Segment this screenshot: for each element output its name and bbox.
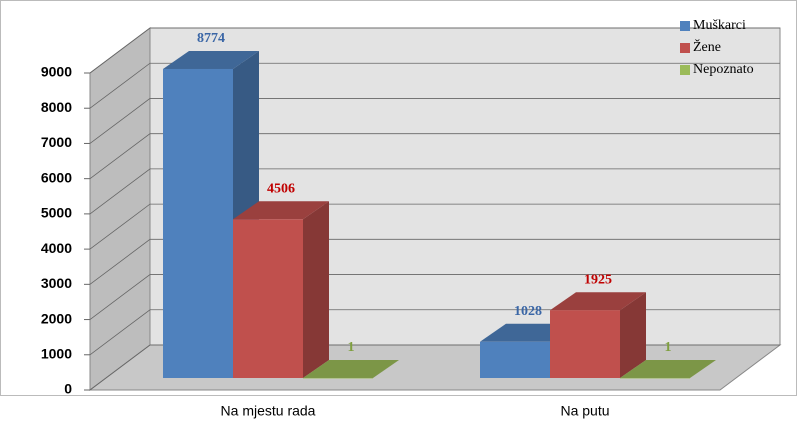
y-tick-label: 3000 (41, 275, 72, 291)
legend-swatch (680, 65, 690, 75)
y-tick-label: 1000 (41, 345, 72, 361)
bar-front (620, 377, 690, 379)
data-label: 4506 (267, 182, 295, 197)
data-label: 1 (348, 340, 355, 355)
x-tick-label: Na mjestu rada (221, 403, 316, 419)
bar-top (550, 292, 646, 311)
y-tick-label: 6000 (41, 169, 72, 185)
grid-line (89, 133, 780, 179)
bar-front (550, 310, 620, 378)
y-tick-label: 8000 (41, 99, 72, 115)
y-tick-label: 7000 (41, 134, 72, 150)
bar-front (303, 377, 373, 379)
legend-label: Nepoznato (693, 62, 754, 77)
data-label: 8774 (197, 31, 225, 46)
y-tick-label: 4000 (41, 240, 72, 256)
bar-top (233, 201, 329, 220)
bar-side (303, 201, 329, 378)
bar (303, 359, 399, 379)
bar-front (480, 341, 550, 378)
y-tick-label: 0 (64, 381, 72, 397)
bar-side (620, 292, 646, 378)
grid-line (89, 98, 780, 144)
y-tick-label: 2000 (41, 310, 72, 326)
bar (233, 201, 329, 378)
grid-line (89, 274, 780, 320)
bar-top (620, 359, 716, 378)
grid-line (89, 168, 780, 215)
grid-line (89, 27, 780, 74)
legend-label: Žene (693, 38, 721, 55)
bar-side (373, 359, 399, 378)
grid-line (89, 62, 780, 109)
data-label: 1028 (514, 304, 542, 319)
bar-top (303, 359, 399, 378)
y-tick-label: 9000 (41, 64, 72, 80)
legend-swatch (680, 21, 690, 31)
bar-front (233, 219, 303, 378)
bar (550, 292, 646, 378)
side-wall (89, 27, 151, 391)
bar (620, 359, 716, 379)
y-tick-label: 5000 (41, 205, 72, 221)
grid-line (89, 203, 780, 250)
bar-front (163, 68, 233, 379)
grid-line (89, 238, 780, 285)
data-label: 1925 (584, 272, 612, 287)
bar-side (690, 359, 716, 378)
legend-label: Muškarci (693, 18, 746, 33)
x-tick-label: Na putu (560, 403, 609, 419)
data-label: 1 (665, 340, 672, 355)
legend-swatch (680, 43, 690, 53)
bar-top (163, 50, 259, 69)
